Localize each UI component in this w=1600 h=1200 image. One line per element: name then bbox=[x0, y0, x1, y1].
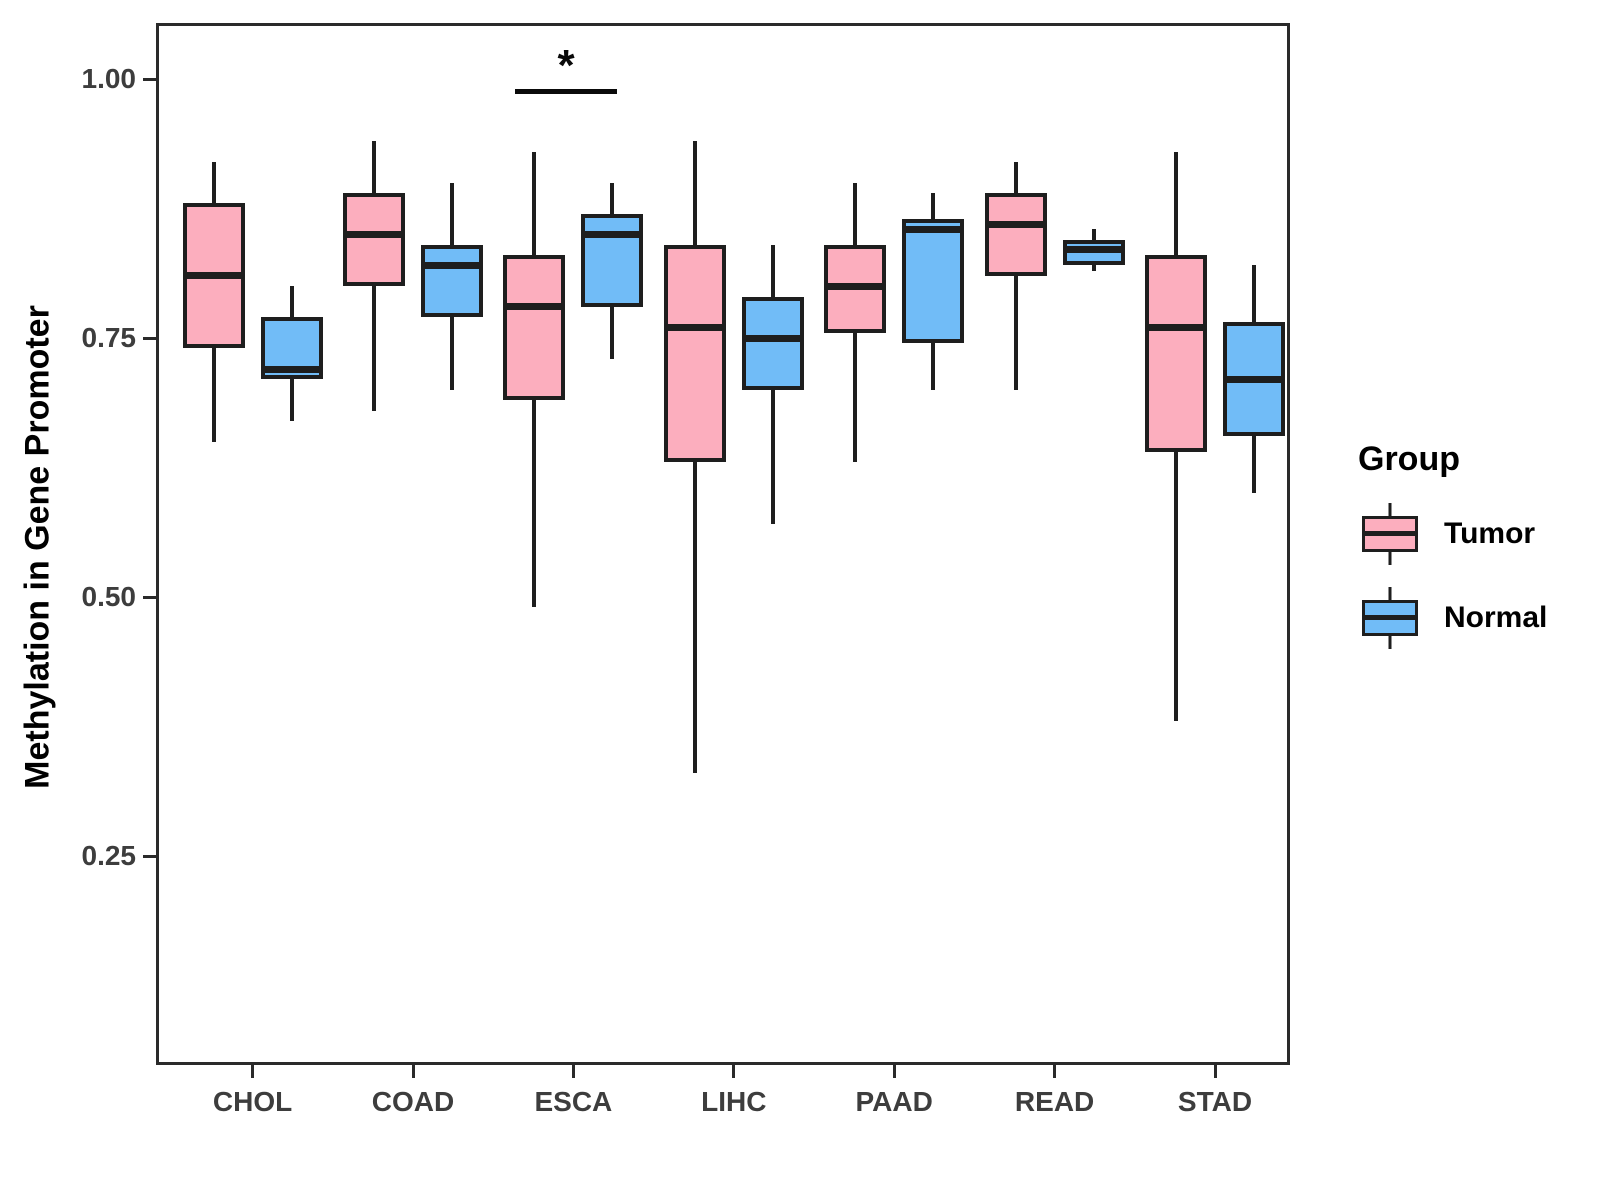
whisker bbox=[1013, 161, 1018, 390]
key-median bbox=[1362, 615, 1418, 620]
median-line bbox=[503, 303, 566, 311]
x-tick-mark bbox=[251, 1065, 255, 1078]
x-tick-label: STAD bbox=[1177, 1086, 1253, 1117]
legend: Group Tumor Normal bbox=[1330, 440, 1590, 671]
box-iqr bbox=[902, 218, 965, 344]
x-tick-label: CHOL bbox=[212, 1086, 293, 1117]
x-tick-label: COAD bbox=[371, 1086, 455, 1117]
legend-item-tumor: Tumor bbox=[1330, 503, 1590, 565]
x-tick-mark bbox=[411, 1065, 415, 1078]
median-line bbox=[581, 230, 644, 238]
median-line bbox=[1062, 246, 1125, 254]
y-tick-label: 0.25 bbox=[81, 840, 137, 871]
legend-label-tumor: Tumor bbox=[1444, 517, 1536, 550]
x-tick-mark bbox=[1053, 1065, 1057, 1078]
significance-star: * bbox=[557, 41, 575, 90]
x-tick-label: PAAD bbox=[855, 1086, 933, 1117]
normal-boxplot-key-icon bbox=[1362, 587, 1418, 649]
x-tick-label: ESCA bbox=[534, 1086, 613, 1117]
box-iqr bbox=[581, 213, 644, 307]
median-line bbox=[1145, 324, 1207, 332]
x-tick-mark bbox=[1213, 1065, 1217, 1078]
box-iqr bbox=[421, 244, 483, 318]
median-line bbox=[1223, 375, 1285, 383]
y-tick-label: 1.00 bbox=[81, 63, 137, 94]
key-median bbox=[1362, 531, 1418, 536]
x-tick-label: LIHC bbox=[701, 1086, 767, 1117]
median-line bbox=[663, 324, 726, 332]
box-iqr bbox=[741, 296, 804, 390]
plot-panel bbox=[156, 23, 1290, 1065]
box-iqr bbox=[984, 192, 1047, 276]
median-line bbox=[824, 282, 887, 290]
median-line bbox=[343, 230, 405, 238]
median-line bbox=[984, 220, 1047, 228]
median-line bbox=[182, 272, 245, 280]
y-tick-mark bbox=[143, 854, 156, 858]
legend-item-normal: Normal bbox=[1330, 587, 1590, 649]
significance-bar bbox=[515, 89, 617, 94]
box-iqr bbox=[1145, 255, 1207, 452]
median-line bbox=[902, 225, 965, 233]
box-iqr bbox=[503, 255, 566, 401]
tumor-boxplot-key-icon bbox=[1362, 503, 1418, 565]
y-tick-label: 0.75 bbox=[81, 322, 137, 353]
y-tick-mark bbox=[143, 595, 156, 599]
box-iqr bbox=[663, 244, 726, 463]
y-tick-mark bbox=[143, 336, 156, 340]
median-line bbox=[421, 261, 483, 269]
legend-label-normal: Normal bbox=[1444, 601, 1548, 634]
y-tick-label: 0.50 bbox=[81, 581, 137, 612]
y-tick-mark bbox=[143, 77, 156, 81]
y-axis-title: Methylation in Gene Promoter bbox=[18, 305, 57, 789]
legend-title: Group bbox=[1358, 440, 1460, 478]
box-iqr bbox=[343, 192, 405, 287]
x-tick-mark bbox=[732, 1065, 736, 1078]
x-tick-mark bbox=[892, 1065, 896, 1078]
median-line bbox=[741, 334, 804, 342]
median-line bbox=[260, 365, 323, 373]
x-tick-mark bbox=[571, 1065, 575, 1078]
x-tick-label: READ bbox=[1014, 1086, 1095, 1117]
